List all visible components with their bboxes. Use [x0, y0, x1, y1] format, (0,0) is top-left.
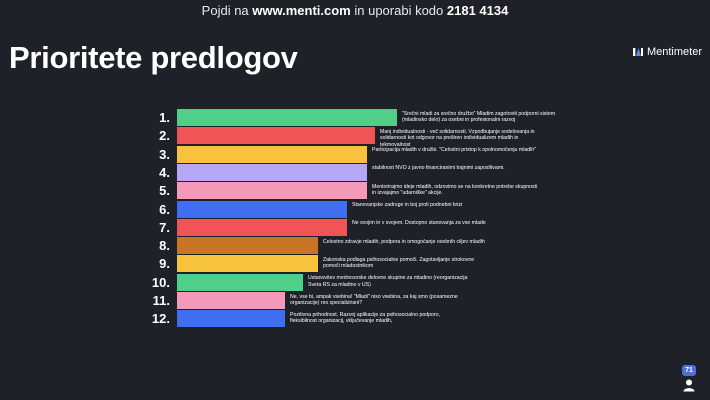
- rank-label: Celostno zdravje mladih, podpora in omog…: [323, 238, 485, 245]
- rank-number: 11.: [152, 293, 170, 308]
- rank-number: 6.: [159, 201, 170, 217]
- rank-bar: [177, 182, 367, 200]
- rank-bar: [177, 292, 285, 309]
- participant-count[interactable]: 71: [678, 365, 700, 392]
- rank-bar: [177, 237, 318, 255]
- rank-label: "Srečni mladi za srečno družbo" Mladim z…: [402, 110, 556, 123]
- rank-label: Zakonska podlaga psihosocialne pomoči. Z…: [323, 256, 475, 270]
- participant-count-badge: 71: [682, 365, 696, 376]
- person-icon: [683, 379, 695, 392]
- rank-number: 2.: [159, 128, 170, 144]
- rank-number: 1.: [159, 110, 170, 125]
- rank-number: 12.: [151, 311, 170, 327]
- rank-bar: [177, 145, 367, 163]
- rank-label: Mentorirajmo ideje mladih, odzovimo se n…: [372, 183, 538, 197]
- brand-name: Mentimeter: [646, 46, 702, 58]
- rank-label: Pozitivna prihodnost. Razvoj aplikacije …: [290, 311, 440, 325]
- join-code: 2181 4134: [446, 3, 509, 18]
- join-url[interactable]: www.menti.com: [252, 3, 351, 18]
- rank-number: 4.: [159, 164, 170, 180]
- rank-label: stabilnost NVO z javno financiranimi tra…: [372, 165, 505, 172]
- rank-bar: [177, 200, 347, 218]
- rank-bar: [177, 310, 285, 328]
- rank-number: 10.: [151, 274, 170, 290]
- rank-number: 3.: [159, 146, 170, 162]
- rank-label: Manj individualnosti - več solidarnosti.…: [380, 128, 535, 148]
- slide-title: Prioritete predlogov: [9, 40, 298, 75]
- rank-label: Ustanovitev medresorske delovne skupine …: [308, 275, 468, 288]
- mentimeter-logo-icon: [632, 48, 643, 56]
- brand: Mentimeter: [632, 46, 702, 58]
- rank-label: Stanovanjske zadruge in boj proti podneb…: [352, 202, 463, 208]
- join-instructions: Pojdi na www.menti.com in uporabi kodo 2…: [0, 0, 710, 22]
- rank-number: 8.: [159, 238, 170, 254]
- rank-label: Participacija mladih v družbi. "Celostni…: [372, 147, 536, 154]
- rank-number: 5.: [159, 183, 170, 199]
- rank-bar: [177, 218, 347, 236]
- rank-bar: [177, 163, 367, 181]
- rank-bar: [177, 127, 375, 145]
- rank-number: 9.: [159, 256, 170, 272]
- rank-label: Ne svojim in v svojem. Dostopno stanovan…: [352, 220, 486, 227]
- rank-bar: [177, 109, 397, 126]
- join-middle: in uporabi kodo: [350, 3, 447, 18]
- rank-number: 7.: [159, 219, 170, 235]
- rank-label: Ne, vse bi, ampak vsebina! "Mladi" niso …: [290, 293, 458, 306]
- join-prefix: Pojdi na: [201, 3, 253, 18]
- rank-bar: [177, 255, 318, 273]
- rank-bar: [177, 273, 303, 291]
